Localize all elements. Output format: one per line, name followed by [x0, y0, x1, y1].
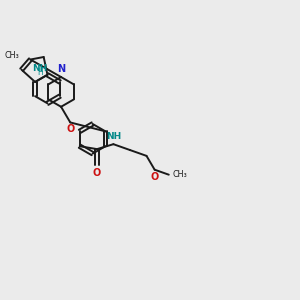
- Text: NH: NH: [32, 64, 48, 73]
- Text: O: O: [67, 124, 75, 134]
- Text: CH₃: CH₃: [172, 169, 187, 178]
- Text: H: H: [37, 68, 43, 77]
- Text: N: N: [58, 64, 66, 74]
- Text: NH: NH: [106, 132, 121, 141]
- Text: O: O: [151, 172, 159, 182]
- Text: O: O: [92, 167, 101, 178]
- Text: CH₃: CH₃: [4, 51, 19, 60]
